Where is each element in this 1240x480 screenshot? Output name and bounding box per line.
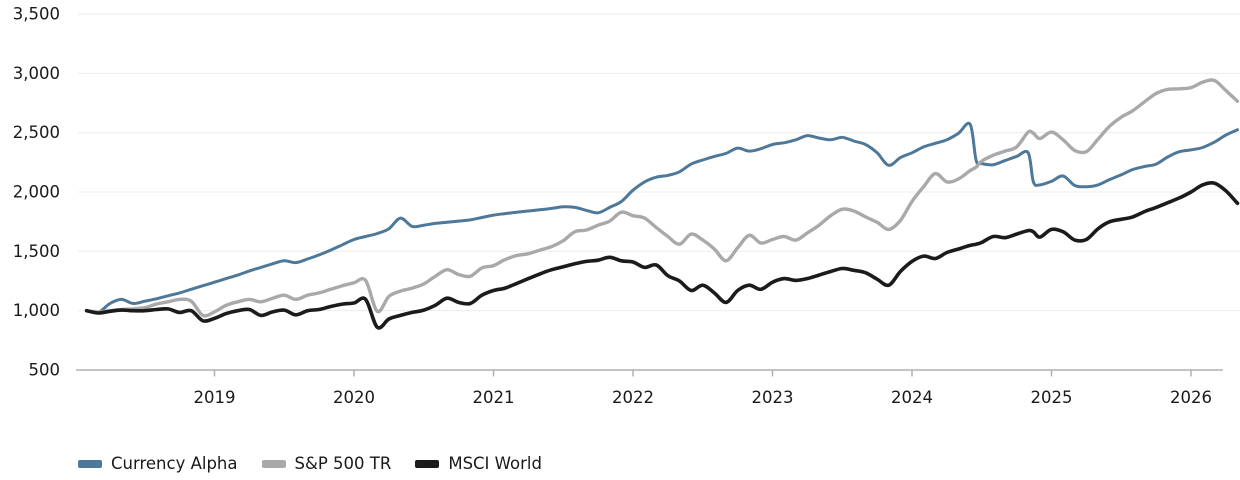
- y-tick-label: 2,500: [13, 123, 60, 142]
- y-tick-label: 1,000: [13, 301, 60, 320]
- legend-swatch-sp500-tr: [261, 460, 286, 468]
- y-tick-label: 3,000: [13, 64, 60, 83]
- legend-item-currency-alpha: Currency Alpha: [78, 454, 238, 474]
- legend-item-msci-world: MSCI World: [415, 454, 542, 474]
- legend-label: Currency Alpha: [111, 454, 238, 473]
- x-tick-label: 2025: [1031, 388, 1073, 407]
- performance-chart: 500 1,000 1,500 2,000 2,500 3,000 3,500 2019 202…: [13, 5, 1240, 407]
- x-tick-label: 2021: [473, 388, 515, 407]
- x-tick-label: 2023: [752, 388, 794, 407]
- x-tick-label: 2020: [333, 388, 375, 407]
- series-line-msci-world: [84, 180, 1240, 330]
- x-tick-label: 2024: [891, 388, 933, 407]
- legend-swatch-currency-alpha: [78, 460, 102, 468]
- line-chart-canvas: 500 1,000 1,500 2,000 2,500 3,000 3,500 2019 202…: [13, 5, 1240, 407]
- x-tick-label: 2019: [194, 388, 236, 407]
- legend-swatch-msci-world: [415, 460, 440, 468]
- legend-item-sp500-tr: S&P 500 TR: [261, 454, 392, 474]
- chart-legend: Currency Alpha S&P 500 TR MSCI World: [78, 454, 542, 474]
- y-tick-label: 3,500: [13, 5, 60, 24]
- x-tick-label: 2026: [1170, 388, 1212, 407]
- series-line-s-p-500-tr: [84, 78, 1240, 318]
- y-tick-label: 2,000: [13, 183, 60, 202]
- y-tick-label: 500: [29, 361, 61, 380]
- y-tick-label: 1,500: [13, 242, 60, 261]
- series-line-currency-alpha: [85, 121, 1239, 315]
- x-tick-label: 2022: [612, 388, 654, 407]
- legend-label: MSCI World: [448, 454, 542, 473]
- legend-label: S&P 500 TR: [294, 454, 392, 473]
